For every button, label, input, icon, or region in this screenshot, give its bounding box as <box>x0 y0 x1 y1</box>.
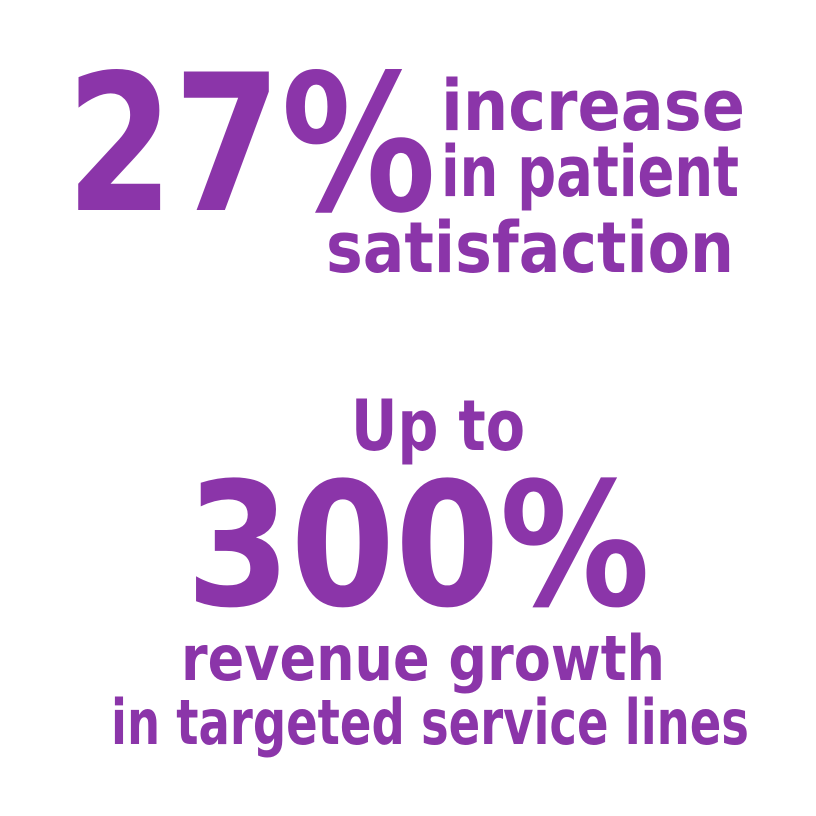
stat-caption: satisfaction <box>326 207 734 289</box>
stat-caption: revenue growth <box>181 622 665 695</box>
stat-caption: increase <box>441 65 745 147</box>
stat-value: 27% <box>66 34 436 255</box>
stat-prefix: Up to <box>351 385 525 467</box>
stat-caption: in patient <box>441 131 739 213</box>
stat-value: 300% <box>186 445 650 646</box>
stat-caption: in targeted service lines <box>111 686 749 759</box>
